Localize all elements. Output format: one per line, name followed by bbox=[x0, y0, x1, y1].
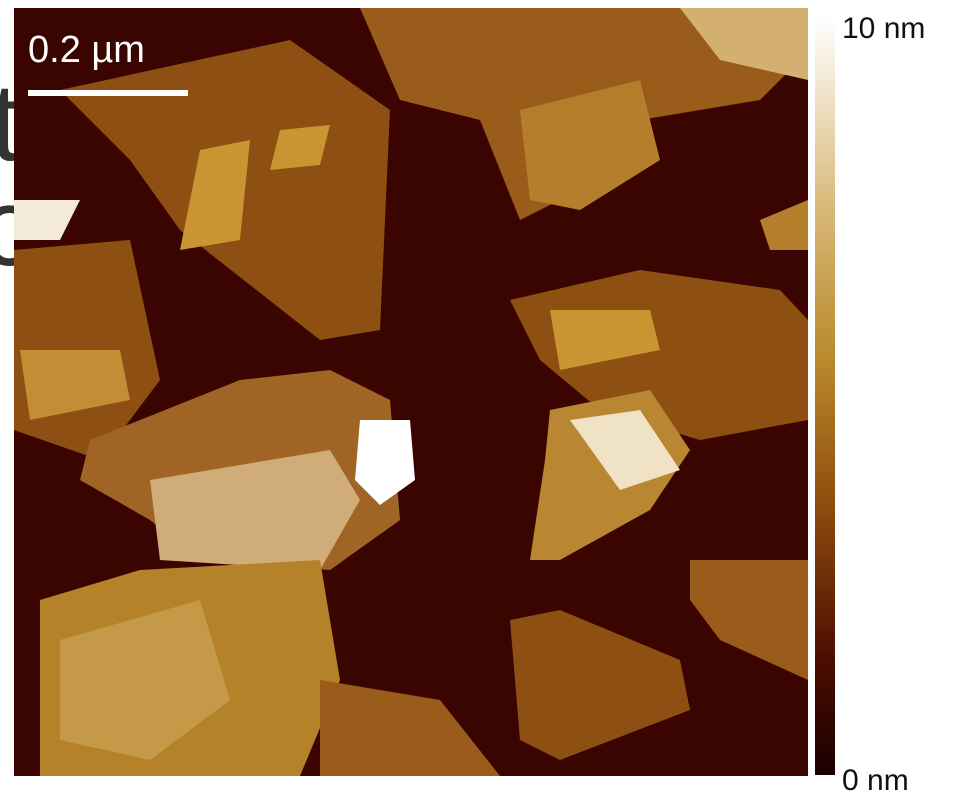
colorbar-max-label: 10 nm bbox=[842, 12, 925, 45]
colorbar-min-label: 0 nm bbox=[842, 764, 909, 797]
figure: t c 0.2 µm 10 nm 0 nm bbox=[0, 0, 961, 797]
colorbar bbox=[815, 18, 835, 775]
afm-image bbox=[14, 8, 808, 776]
scale-bar-label: 0.2 µm bbox=[28, 29, 145, 71]
